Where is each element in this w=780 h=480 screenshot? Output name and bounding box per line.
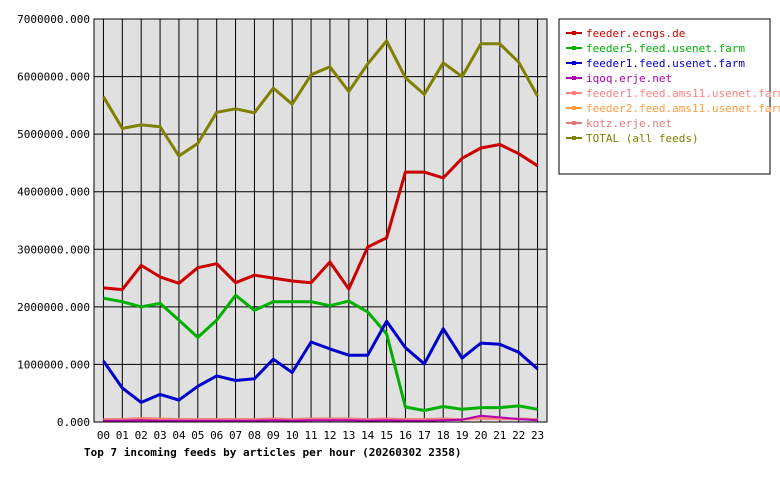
legend-marker bbox=[572, 76, 576, 80]
x-tick-label: 02 bbox=[135, 429, 148, 442]
x-tick-label: 10 bbox=[286, 429, 299, 442]
x-tick-label: 15 bbox=[380, 429, 393, 442]
x-tick-label: 00 bbox=[97, 429, 110, 442]
plot-area bbox=[94, 19, 547, 422]
x-tick-label: 17 bbox=[418, 429, 431, 442]
legend-label: feeder1.feed.usenet.farm bbox=[586, 57, 745, 70]
legend-label: kotz.erje.net bbox=[586, 117, 672, 130]
y-tick-label: 0.000 bbox=[57, 416, 90, 429]
x-tick-label: 13 bbox=[342, 429, 355, 442]
plot-frame bbox=[93, 18, 548, 423]
series-line-0 bbox=[103, 143, 539, 292]
legend-marker bbox=[572, 106, 576, 110]
x-tick-label: 18 bbox=[437, 429, 450, 442]
legend-box bbox=[558, 18, 771, 175]
legend-label: iqoq.erje.net bbox=[586, 72, 672, 85]
legend-label: feeder.ecngs.de bbox=[586, 27, 685, 40]
series-lines bbox=[102, 39, 539, 422]
y-tick-label: 6000000.000 bbox=[17, 71, 90, 84]
legend: feeder.ecngs.de feeder5.feed.usenet.farm f… bbox=[566, 27, 780, 145]
series-line-1 bbox=[103, 293, 538, 412]
x-tick-label: 21 bbox=[493, 429, 506, 442]
series-line-2 bbox=[102, 319, 539, 404]
series-line-3 bbox=[103, 414, 538, 422]
y-tick-label: 5000000.000 bbox=[17, 128, 90, 141]
x-tick-label: 23 bbox=[531, 429, 544, 442]
legend-marker bbox=[572, 121, 576, 125]
legend-marker bbox=[572, 31, 576, 35]
x-tick-label: 04 bbox=[172, 429, 186, 442]
x-tick-label: 20 bbox=[474, 429, 487, 442]
y-tick-label: 1000000.000 bbox=[17, 358, 90, 371]
x-tick-label: 14 bbox=[361, 429, 375, 442]
y-tick-label: 3000000.000 bbox=[17, 243, 90, 256]
legend-marker bbox=[572, 136, 576, 140]
legend-label: TOTAL (all feeds) bbox=[586, 132, 699, 145]
y-axis-tick-labels: 0.000 1000000.000 2000000.000 3000000.000 40… bbox=[17, 13, 90, 429]
legend-label: feeder2.feed.ams11.usenet.farm bbox=[586, 102, 780, 115]
legend-marker bbox=[572, 61, 576, 65]
x-tick-label: 01 bbox=[116, 429, 129, 442]
x-axis-tick-labels: 00 01 02 03 04 05 06 07 08 09 10 11 12 13 14 15 16 17 18 19… bbox=[97, 429, 544, 442]
x-tick-label: 12 bbox=[323, 429, 336, 442]
x-tick-label: 06 bbox=[210, 429, 223, 442]
series-line-7 bbox=[102, 39, 539, 158]
x-tick-label: 16 bbox=[399, 429, 412, 442]
x-tick-label: 22 bbox=[512, 429, 525, 442]
x-tick-label: 08 bbox=[248, 429, 261, 442]
x-tick-label: 03 bbox=[153, 429, 166, 442]
y-tick-label: 7000000.000 bbox=[17, 13, 90, 26]
legend-label: feeder1.feed.ams11.usenet.farm bbox=[586, 87, 780, 100]
x-tick-label: 19 bbox=[455, 429, 468, 442]
x-tick-label: 07 bbox=[229, 429, 242, 442]
chart-title: Top 7 incoming feeds by articles per hou… bbox=[84, 446, 462, 459]
y-tick-label: 4000000.000 bbox=[17, 186, 90, 199]
x-tick-label: 11 bbox=[304, 429, 317, 442]
x-tick-label: 05 bbox=[191, 429, 204, 442]
y-tick-label: 2000000.000 bbox=[17, 301, 90, 314]
legend-marker bbox=[572, 91, 576, 95]
legend-marker bbox=[572, 46, 576, 50]
x-tick-label: 09 bbox=[267, 429, 280, 442]
legend-label: feeder5.feed.usenet.farm bbox=[586, 42, 745, 55]
